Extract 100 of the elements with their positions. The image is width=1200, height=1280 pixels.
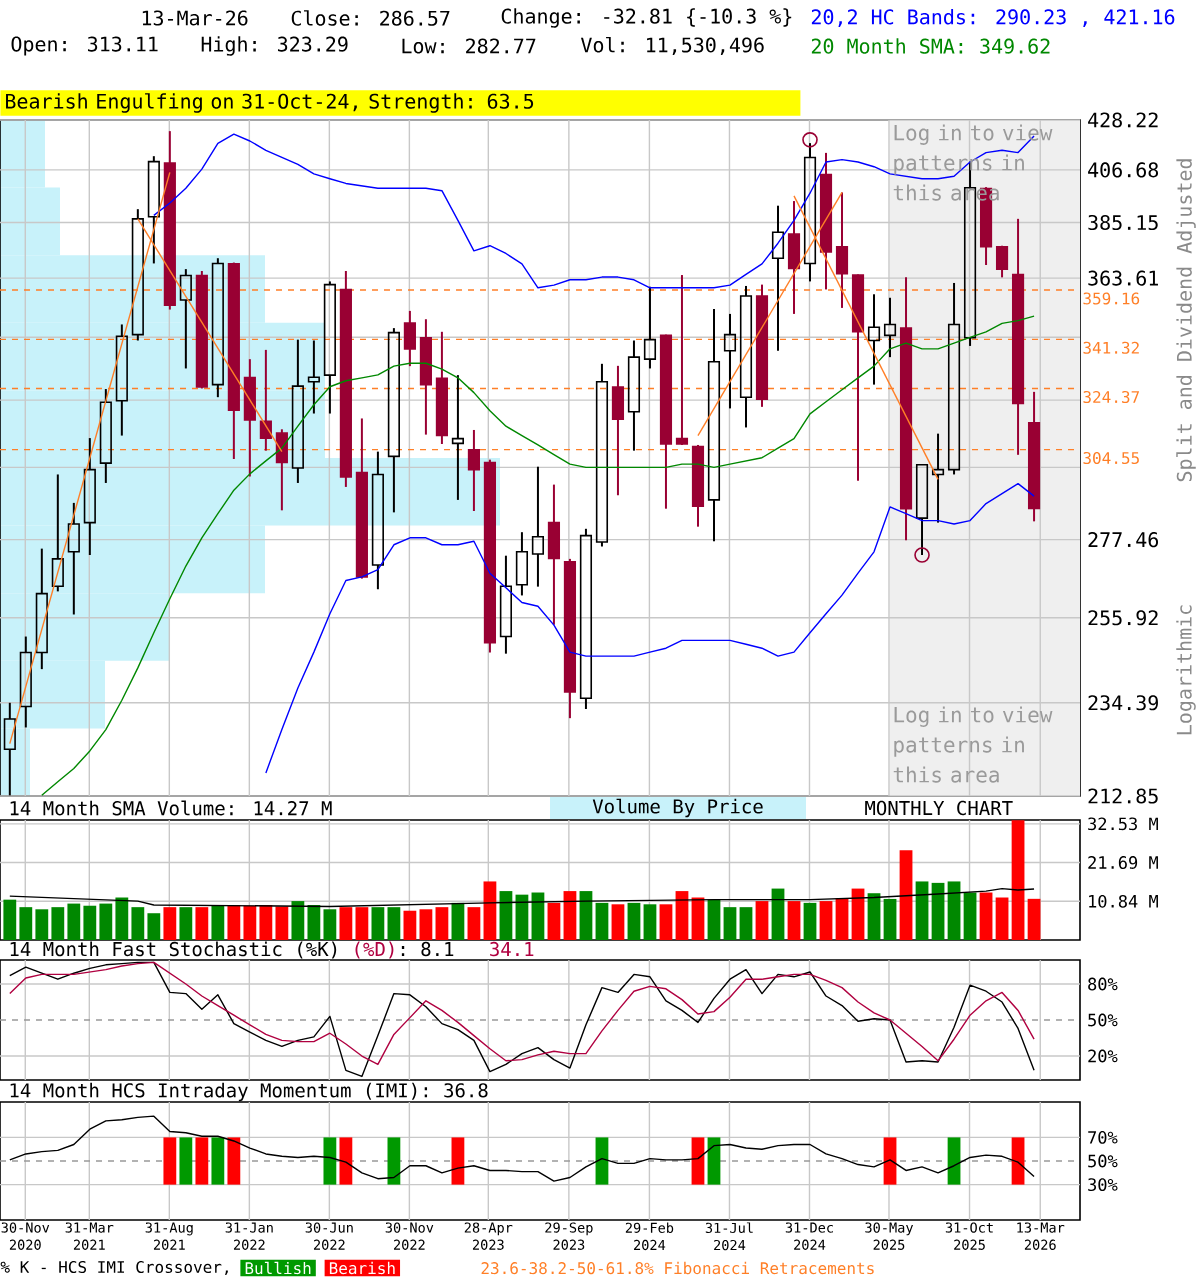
text: (%D) [355,941,394,959]
y-tick-label: 363.61 [1088,270,1158,286]
bar [979,892,993,941]
candlestick [547,483,561,626]
bar [643,904,657,941]
candlestick [739,284,753,429]
bar [739,907,753,941]
bar [611,904,625,941]
bar [835,898,849,941]
y-tick-label: 234.39 [1088,695,1158,711]
bar [819,901,833,941]
candlestick [723,312,737,410]
y-tick-label: 255.92 [1088,610,1158,626]
chart-title: 14 Month Fast Stochastic (%K) [10,941,337,959]
bar [707,899,721,941]
candlestick [627,339,641,452]
candlestick [787,200,801,315]
bar [787,901,801,941]
ref-line-label: 324.37 [1083,390,1139,404]
text: : 8.1 [401,941,454,957]
candlestick [467,428,480,513]
text: Vol: 11,530,496 [580,36,764,56]
y-tick-label: 20% [1088,1049,1118,1063]
y-tick-label: 50% [1088,1154,1118,1168]
bar [755,901,769,941]
y-tick-label: 385.15 [1088,214,1158,231]
bar [563,891,577,941]
candlestick [611,364,625,497]
bar [883,898,897,941]
bar [515,894,529,941]
bar [675,891,689,941]
candlestick [931,432,945,524]
text: MONTHLY CHART [865,800,1013,816]
candlestick [323,280,336,415]
bar [659,904,673,941]
chart-title: 14 Month HCS Intraday Momentum (IMI): 36.8 [10,1082,488,1102]
candlestick [67,501,80,616]
candlestick [675,274,689,446]
bar [179,907,193,941]
y-tick-label: 212.85 [1088,788,1158,804]
bar [723,907,737,941]
text: Volume By Price [592,798,763,818]
y-tick-label: 10.84 M [1089,894,1158,908]
candlestick [771,204,785,352]
legend-title: % K - HCS IMI Crossover, [0,1260,228,1276]
y-tick-label: 21.69 M [1088,856,1158,869]
candlestick [243,358,256,478]
chart-title: 14 Month SMA Volume: 14.27 M [10,800,332,816]
candlestick [451,374,464,501]
candlestick [499,554,513,655]
text: 20,2 HC Bands: 290.23 , 421.16 [811,8,1175,27]
text: 23.6-38.2-50-61.8% Fibonacci Retracements [481,1261,874,1275]
bar [483,881,497,941]
annotation: Log in to view patterns in this area [893,706,1053,783]
line-series [9,887,1035,908]
candlestick [19,635,32,729]
candlestick [211,257,224,399]
bar [419,909,433,941]
candlestick [147,155,160,265]
candlestick [131,208,144,342]
candlestick [419,318,432,436]
bar [211,905,225,941]
text: Logarithmic [1176,605,1196,735]
ref-line-label: 341.32 [1083,341,1139,354]
bar [867,893,881,941]
bar [931,882,945,941]
bar [1011,820,1025,941]
bar [1027,898,1041,941]
text: Bearish Engulfing on 31-Oct-24, Strength: 63.5 [6,93,534,113]
text: 13-Mar-26 [142,10,248,26]
bar [403,910,417,941]
y-tick-label: 428.22 [1088,112,1158,128]
text: Open: 313.11 [11,36,158,56]
candlestick [115,323,128,437]
bar [451,902,465,941]
bar [947,881,961,941]
bar [371,907,385,941]
text: Change: -32.81 {-10.3 %} [501,8,792,28]
text: 20 Month SMA: 349.62 [811,38,1050,54]
ref-line-label: 359.16 [1083,292,1140,305]
bar [579,891,593,941]
candlestick [371,450,384,591]
y-tick-label: 277.46 [1088,532,1159,548]
candlestick [707,307,721,543]
candlestick [307,339,320,415]
bar [163,907,177,941]
candlestick [531,465,545,588]
text: Low: 282.77 [402,38,536,54]
bar [995,897,1009,941]
candlestick [403,309,416,368]
bar [915,881,929,941]
bar [435,907,449,941]
candlestick [291,338,304,484]
y-tick-label: 406.68 [1088,162,1159,178]
text: Bearish [329,1261,395,1275]
bar [595,902,609,941]
candlestick [835,191,849,309]
bar [627,902,641,941]
ref-line-label: 304.55 [1083,451,1139,465]
y-tick-label: 80% [1088,977,1118,991]
